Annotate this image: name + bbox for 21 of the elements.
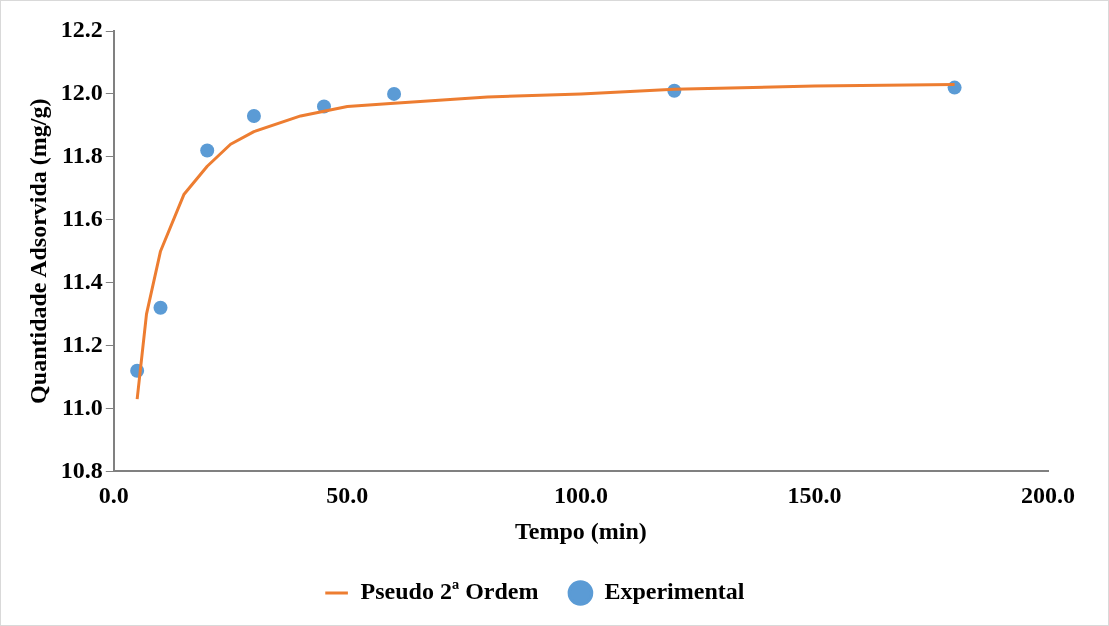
y-tick-label: 11.8	[62, 142, 103, 169]
y-tick-label: 11.0	[62, 393, 103, 420]
y-tick-label: 12.0	[60, 79, 103, 106]
point	[387, 86, 402, 101]
y-tick-label: 12.2	[60, 16, 103, 43]
point	[153, 300, 168, 315]
y-tick-label: 11.6	[62, 204, 103, 231]
x-axis-title: Tempo (min)	[515, 517, 647, 544]
legend-label: Pseudo 2ª Ordem	[360, 578, 539, 605]
legend-label: Experimental	[604, 578, 745, 605]
y-axis-title: Quantidade Adsorvida (mg/g)	[24, 98, 51, 404]
x-tick-label: 50.0	[326, 482, 369, 508]
x-tick-label: 100.0	[553, 482, 608, 508]
point	[200, 143, 215, 158]
y-tick-label: 11.4	[62, 267, 103, 294]
y-tick-label: 11.2	[62, 330, 103, 357]
point	[246, 108, 261, 123]
x-tick-label: 200.0	[1021, 482, 1075, 508]
x-tick-label: 150.0	[787, 482, 842, 508]
y-tick-label: 10.8	[60, 456, 103, 483]
x-tick-label: 0.0	[98, 482, 129, 508]
